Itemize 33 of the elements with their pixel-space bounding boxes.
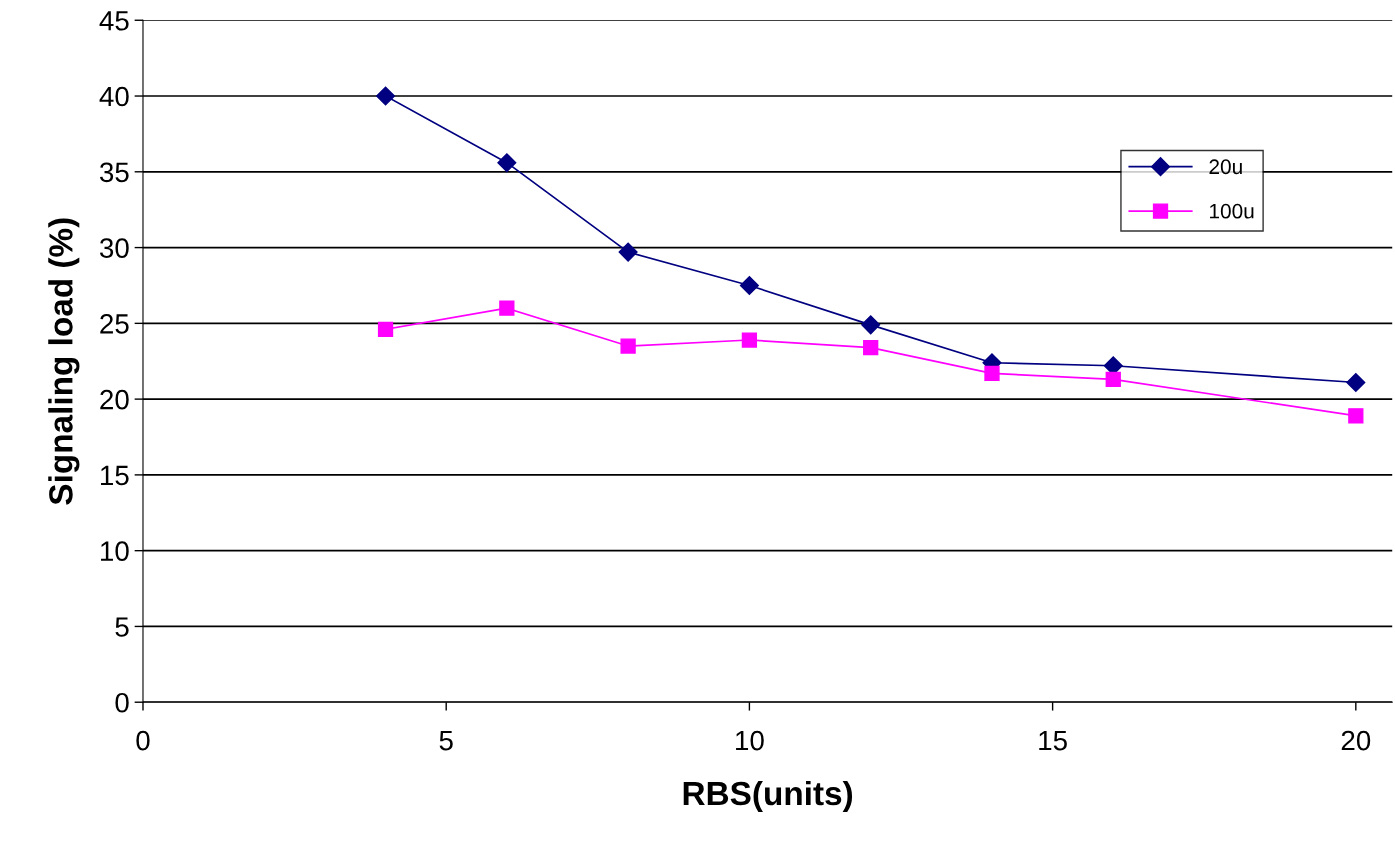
point	[863, 339, 879, 356]
x-axis-title: RBS(units)	[683, 780, 853, 812]
point	[377, 321, 394, 338]
point	[1105, 371, 1121, 388]
x-tick-label: 5	[439, 731, 453, 751]
y-axis-title: Signaling load (%)	[48, 218, 80, 505]
y-tick-label: 10	[101, 541, 129, 561]
y-tick-label: 25	[100, 314, 129, 334]
y-tick-label: 30	[99, 238, 129, 258]
point	[739, 275, 759, 295]
point	[1348, 408, 1364, 424]
point	[376, 86, 396, 106]
y-tick-label: 20	[100, 389, 129, 410]
point	[1346, 372, 1366, 392]
y-tick-label: 40	[99, 86, 129, 107]
point	[741, 332, 758, 348]
x-tick-label: 15	[1039, 731, 1067, 751]
y-tick-label: 45	[99, 11, 129, 31]
point	[618, 242, 638, 262]
point	[984, 365, 1000, 381]
point	[620, 338, 636, 354]
x-tick-label: 0	[136, 730, 150, 751]
x-tick-label: 10	[736, 730, 764, 751]
point	[497, 153, 517, 173]
legend-label: 100u	[1210, 203, 1254, 219]
point	[499, 300, 515, 316]
point	[861, 315, 881, 335]
x-tick-label: 20	[1341, 730, 1371, 751]
y-tick-label: 0	[115, 692, 129, 713]
y-tick-label: 35	[99, 162, 129, 183]
legend-label: 20u	[1209, 159, 1242, 175]
y-tick-label: 15	[101, 465, 129, 486]
y-tick-label: 5	[115, 617, 129, 637]
